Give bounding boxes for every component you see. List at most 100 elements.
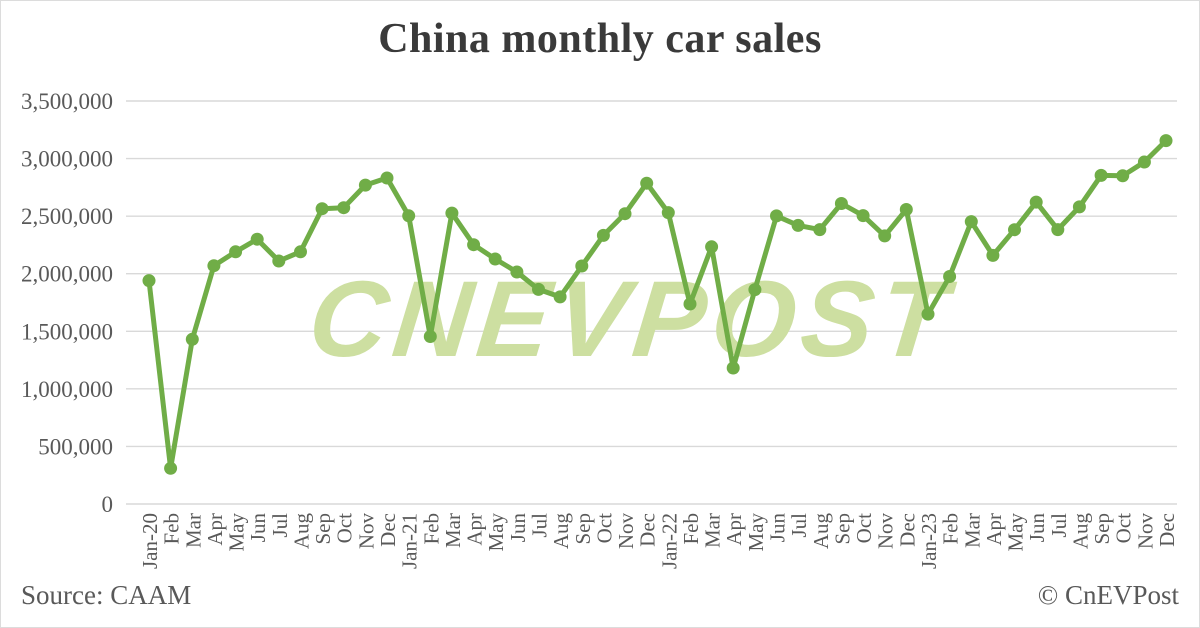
x-axis-tick-label: Apr <box>722 513 746 546</box>
data-point-marker <box>294 245 307 259</box>
x-axis-tick-label: Sep <box>571 513 595 545</box>
data-point-marker <box>1137 155 1151 169</box>
data-point-marker <box>618 207 632 221</box>
data-point-marker <box>164 461 178 475</box>
x-axis-tick-label: May <box>484 513 508 552</box>
x-axis-tick-label: May <box>225 513 249 552</box>
data-point-marker <box>1159 134 1173 148</box>
data-point-marker <box>899 203 913 216</box>
data-point-marker <box>834 197 848 210</box>
x-axis-tick-label: Oct <box>852 513 876 543</box>
data-point-marker <box>943 270 957 283</box>
data-point-marker <box>358 178 372 192</box>
data-point-marker <box>423 330 437 343</box>
x-axis-tick-label: Aug <box>1068 513 1092 550</box>
x-axis-tick-label: Jun <box>766 513 790 543</box>
data-point-marker <box>661 206 675 220</box>
data-point-marker <box>185 332 199 346</box>
data-point-marker <box>1029 195 1043 209</box>
data-point-marker <box>856 209 870 223</box>
x-axis-tick-label: Oct <box>1112 513 1136 543</box>
data-point-marker <box>337 201 351 215</box>
x-axis-tick-label: Mar <box>181 513 205 548</box>
y-axis-tick-label: 3,500,000 <box>21 89 113 114</box>
data-point-marker <box>315 202 329 216</box>
data-point-marker <box>467 238 481 252</box>
y-axis-tick-label: 2,000,000 <box>21 262 113 287</box>
data-point-marker <box>1051 223 1065 237</box>
x-axis-tick-label: Mar <box>701 513 725 548</box>
data-point-marker <box>1116 169 1130 183</box>
x-axis-tick-label: Aug <box>809 513 833 550</box>
y-axis-tick-label: 0 <box>102 492 114 517</box>
data-point-marker <box>510 265 524 279</box>
x-axis-tick-label: Feb <box>160 513 184 545</box>
x-axis-tick-label: Nov <box>1133 513 1157 550</box>
y-axis-tick-label: 3,000,000 <box>21 147 113 172</box>
x-axis-tick-label: Dec <box>1155 513 1179 547</box>
x-axis-tick-label: Sep <box>830 513 854 545</box>
data-point-marker <box>748 283 762 297</box>
source-text: Source: CAAM <box>21 580 192 610</box>
y-axis-tick-label: 1,500,000 <box>21 319 113 344</box>
data-point-marker <box>986 248 1000 262</box>
x-axis-tick-label: Aug <box>549 513 573 550</box>
x-axis-tick-label: Jul <box>787 513 811 538</box>
data-point-marker <box>964 215 978 229</box>
data-point-marker <box>770 209 783 223</box>
data-point-marker <box>445 206 459 220</box>
x-axis-tick-label: Mar <box>960 513 984 548</box>
data-point-marker <box>705 240 719 254</box>
x-axis-tick-label: Dec <box>636 513 660 547</box>
x-axis-tick-label: Apr <box>982 513 1006 546</box>
data-point-marker <box>380 171 394 185</box>
y-axis-tick-label: 1,000,000 <box>21 377 113 402</box>
x-axis-tick-label: Mar <box>441 513 465 548</box>
data-point-marker <box>640 176 654 190</box>
x-axis-tick-label: Feb <box>939 513 963 545</box>
x-axis-tick-label: Feb <box>419 513 443 545</box>
x-axis-tick-label: Jan-20 <box>138 513 162 569</box>
data-point-marker <box>813 223 827 237</box>
x-axis-tick-label: Oct <box>592 513 616 543</box>
x-axis-tick-label: Apr <box>463 513 487 546</box>
copyright-text: © CnEVPost <box>1037 580 1179 610</box>
data-point-marker <box>1072 200 1086 214</box>
x-axis-tick-label: Sep <box>1090 513 1114 545</box>
x-axis-tick-label: May <box>1004 513 1028 552</box>
data-point-marker <box>726 361 740 375</box>
data-point-marker <box>207 259 221 273</box>
x-axis-tick-label: Sep <box>311 513 335 545</box>
data-point-marker <box>142 274 156 288</box>
data-point-marker <box>1094 168 1108 182</box>
data-point-marker <box>402 209 416 223</box>
data-point-marker <box>1008 223 1021 237</box>
y-axis-tick-label: 2,500,000 <box>21 204 113 229</box>
x-axis-tick-label: Jul <box>1047 513 1071 538</box>
x-axis-tick-label: Apr <box>203 513 227 546</box>
data-point-marker <box>250 232 264 246</box>
y-axis-tick-label: 500,000 <box>38 434 113 459</box>
x-axis-tick-label: Feb <box>679 513 703 545</box>
x-axis-tick-label: Aug <box>289 513 313 550</box>
chart-title: China monthly car sales <box>378 16 822 62</box>
data-point-marker <box>596 228 610 242</box>
x-axis-tick-label: May <box>744 513 768 552</box>
x-axis-tick-label: Nov <box>354 513 378 550</box>
x-axis-tick-label: Jun <box>246 513 270 543</box>
data-point-marker <box>791 218 805 232</box>
x-axis-tick-label: Oct <box>333 513 357 543</box>
x-axis-tick-label: Jan-22 <box>657 513 681 569</box>
data-point-marker <box>229 245 243 259</box>
x-axis-tick-label: Dec <box>376 513 400 547</box>
data-point-marker <box>553 290 567 304</box>
watermark-text: CNEVPOST <box>304 258 961 379</box>
x-axis-tick-label: Jun <box>506 513 530 543</box>
x-axis-tick-label: Jul <box>527 513 551 538</box>
data-point-marker <box>921 307 935 321</box>
x-axis-tick-label: Dec <box>895 513 919 547</box>
data-point-marker <box>532 282 545 296</box>
x-axis-tick-label: Nov <box>874 513 898 550</box>
